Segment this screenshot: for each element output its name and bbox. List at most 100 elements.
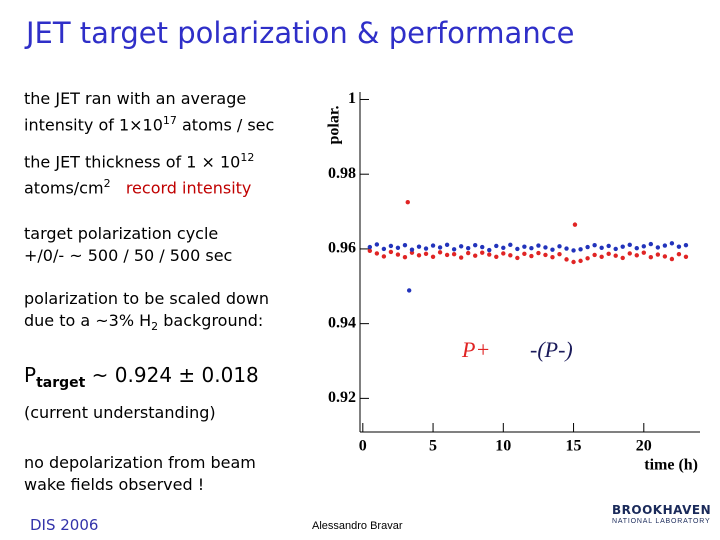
point	[676, 251, 682, 257]
text: polarization to be scaled down	[24, 289, 270, 308]
point	[451, 251, 457, 257]
point	[430, 243, 436, 248]
legend-label: P+	[461, 337, 490, 362]
x-tick-label: 10	[495, 438, 511, 455]
point	[634, 253, 639, 258]
point	[465, 245, 471, 251]
point	[641, 250, 647, 255]
point	[620, 255, 625, 261]
point	[416, 253, 422, 258]
point	[599, 254, 604, 259]
logo-main: BROOKHAVEN	[612, 503, 712, 517]
point	[388, 243, 394, 249]
point	[613, 246, 618, 252]
point	[557, 251, 562, 257]
point	[381, 246, 387, 252]
point	[655, 252, 661, 257]
point	[381, 254, 387, 259]
point	[648, 254, 654, 260]
point	[683, 254, 689, 259]
text: P	[24, 363, 37, 387]
point	[641, 244, 647, 249]
point	[662, 243, 668, 248]
point	[572, 222, 578, 227]
point	[606, 243, 611, 249]
logo-sub: NATIONAL LABORATORY	[612, 518, 711, 525]
subscript: target	[36, 375, 86, 391]
point	[529, 253, 534, 259]
text: ~ 0.924 ± 0.018	[85, 363, 259, 387]
point	[669, 256, 675, 262]
point	[669, 241, 675, 246]
point	[465, 250, 471, 256]
superscript: 12	[240, 151, 255, 164]
point	[578, 258, 583, 264]
superscript: 17	[162, 114, 177, 127]
point	[571, 248, 576, 253]
legend-label: -(P-)	[530, 337, 573, 362]
y-tick-label: 0.92	[328, 389, 356, 406]
point	[423, 246, 429, 251]
point	[480, 250, 485, 255]
bullet: no depolarization from beam wake fields o…	[24, 452, 256, 496]
point	[648, 241, 654, 247]
point	[487, 252, 492, 257]
point	[683, 242, 689, 248]
point	[606, 251, 611, 256]
y-tick-label: 1	[348, 90, 356, 107]
point	[458, 255, 464, 260]
point	[585, 256, 590, 261]
y-axis-title: polar.	[326, 106, 343, 145]
point	[536, 250, 541, 256]
x-tick-label: 20	[636, 438, 652, 455]
point	[501, 251, 506, 256]
point	[564, 257, 569, 262]
point	[662, 254, 668, 259]
point	[585, 244, 590, 250]
point	[508, 253, 513, 258]
point	[487, 247, 492, 253]
footer-author: Alessandro Bravar	[312, 520, 403, 532]
point	[515, 255, 520, 261]
text: +/0/- ~ 500 / 50 / 500 sec	[24, 246, 233, 265]
point	[501, 245, 506, 251]
bullet: target polarization cycle +/0/- ~ 500 / 5…	[24, 223, 232, 267]
footer-left: DIS 2006	[30, 516, 99, 534]
point	[406, 288, 412, 293]
point	[627, 251, 632, 256]
point	[655, 245, 661, 250]
point	[423, 251, 429, 256]
text: (current understanding)	[24, 403, 216, 422]
point	[613, 253, 618, 258]
bullet: the JET ran with an average intensity of …	[24, 88, 274, 136]
point	[515, 246, 520, 252]
point	[550, 247, 555, 252]
point	[543, 252, 548, 258]
point	[494, 254, 499, 259]
point	[557, 244, 562, 249]
text: the JET thickness of 1 × 10	[24, 152, 241, 172]
point	[508, 242, 513, 248]
bullet: Ptarget ~ 0.924 ± 0.018	[24, 362, 259, 396]
text: atoms / sec	[176, 115, 275, 135]
highlight: record intensity	[125, 178, 252, 198]
point	[402, 242, 408, 248]
point	[634, 245, 639, 251]
point	[374, 251, 380, 256]
text: background:	[158, 311, 264, 330]
text: atoms/cm	[24, 178, 104, 198]
point	[550, 254, 555, 260]
point	[676, 244, 682, 249]
bullet: the JET thickness of 1 × 1012 atoms/cm2 r…	[24, 147, 254, 200]
point	[543, 245, 548, 250]
point	[578, 247, 583, 252]
point	[458, 244, 464, 249]
point	[451, 247, 457, 252]
point	[437, 245, 443, 250]
point	[536, 243, 541, 248]
y-tick-label: 0.96	[328, 240, 356, 257]
point	[571, 259, 576, 265]
text: no depolarization from beam	[24, 453, 256, 472]
